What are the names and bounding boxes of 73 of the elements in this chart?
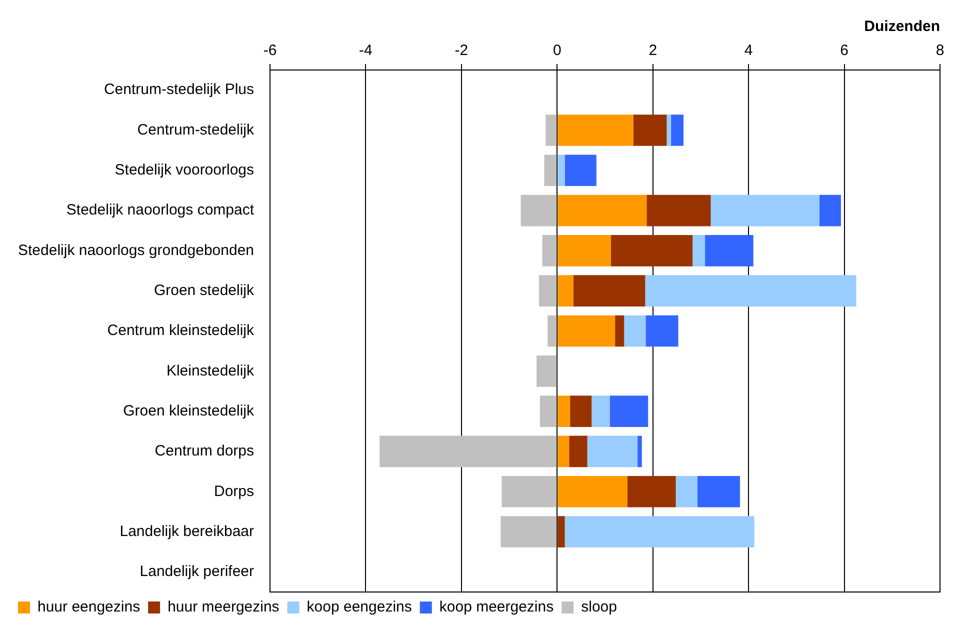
y-tick-label: Centrum-stedelijk <box>137 121 254 138</box>
bar <box>380 436 557 468</box>
bar <box>546 114 557 146</box>
bar <box>610 235 693 266</box>
bar <box>666 114 672 146</box>
bar <box>676 476 698 508</box>
bar <box>646 194 711 226</box>
bar <box>569 436 588 468</box>
bar <box>646 315 678 347</box>
bar <box>548 315 557 347</box>
bar <box>558 396 570 427</box>
y-tick-label: Dorps <box>214 482 254 500</box>
bar <box>540 396 557 427</box>
y-tick-label: Groen stedelijk <box>154 282 254 299</box>
bar <box>819 194 841 226</box>
bar <box>558 516 565 548</box>
bar <box>558 476 628 508</box>
bar <box>645 275 856 307</box>
bar <box>671 114 684 146</box>
y-tick-label: Stedelijk naoorlogs grondgebonden <box>18 242 254 259</box>
x-tick-label: 2 <box>648 42 658 60</box>
bar <box>570 396 592 427</box>
bar <box>633 114 667 146</box>
bar <box>624 315 646 347</box>
bar <box>536 355 557 387</box>
bar <box>558 194 647 226</box>
y-tick-label: Centrum dorps <box>154 442 254 460</box>
legend-label: huur meergezins <box>168 598 280 616</box>
bar <box>573 275 646 307</box>
bar <box>610 396 648 427</box>
legend-label: koop meergezins <box>439 598 554 616</box>
y-tick-label: Centrum-stedelijk Plus <box>104 81 254 98</box>
y-tick-label: Groen kleinstedelijk <box>123 402 255 420</box>
bar <box>502 476 557 508</box>
bar <box>500 516 557 548</box>
bar <box>697 476 740 508</box>
x-tick-label: 4 <box>744 42 753 60</box>
x-tick-label: -6 <box>263 42 277 60</box>
bar <box>558 275 574 307</box>
x-tick-label: 8 <box>936 42 944 60</box>
x-tick-label: 6 <box>840 42 848 60</box>
bar <box>710 194 820 226</box>
bar <box>705 235 754 266</box>
bar <box>520 194 557 226</box>
x-tick-label: -4 <box>359 42 372 60</box>
bar <box>615 315 624 347</box>
y-tick-label: Stedelijk naoorlogs compact <box>66 202 255 219</box>
bar <box>558 315 616 347</box>
bar <box>544 154 557 186</box>
bar <box>558 154 565 186</box>
y-tick-label: Centrum kleinstedelijk <box>107 322 255 340</box>
legend-label: koop eengezins <box>306 598 412 616</box>
legend-label: sloop <box>581 598 617 616</box>
y-tick-label: Kleinstedelijk <box>166 362 255 380</box>
y-tick-label: Landelijk perifeer <box>140 563 254 580</box>
x-tick-label: 0 <box>552 42 562 60</box>
bar <box>564 154 596 186</box>
y-tick-label: Stedelijk vooroorlogs <box>114 162 254 179</box>
bar <box>558 436 570 468</box>
bar <box>542 235 557 266</box>
bar <box>558 114 634 146</box>
legend-label: huur eengezins <box>38 598 140 616</box>
bar <box>558 235 611 266</box>
bar <box>564 516 754 548</box>
bar <box>628 476 676 508</box>
bar <box>692 235 706 266</box>
bar <box>538 275 557 307</box>
bar <box>592 396 610 427</box>
bar <box>638 436 642 468</box>
y-tick-label: Landelijk bereikbaar <box>120 522 254 540</box>
x-tick-label: -2 <box>454 42 468 60</box>
x-axis-title: Duizenden <box>864 18 940 36</box>
bar <box>587 436 638 468</box>
